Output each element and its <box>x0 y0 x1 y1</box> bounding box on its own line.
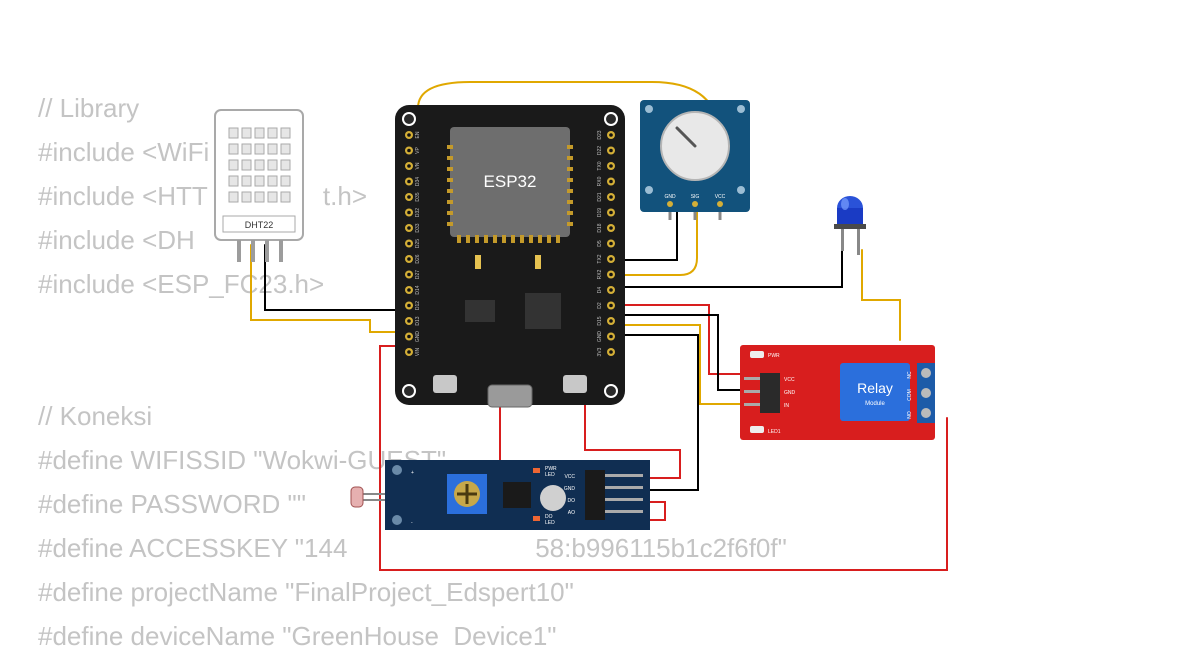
blue-led[interactable] <box>834 196 866 255</box>
svg-text:3V3: 3V3 <box>597 347 603 356</box>
svg-text:D23: D23 <box>597 130 603 139</box>
svg-text:GND: GND <box>597 331 603 343</box>
svg-text:D2: D2 <box>597 302 603 309</box>
svg-text:DHT22: DHT22 <box>245 220 274 230</box>
svg-text:AO: AO <box>568 510 575 516</box>
svg-text:PWR: PWR <box>768 353 780 359</box>
svg-text:NO: NO <box>907 411 913 419</box>
ldr-module[interactable]: +-PWRLEDDOLEDVCCGNDDOAO <box>351 460 650 530</box>
svg-text:VIN: VIN <box>415 347 421 356</box>
svg-text:IN: IN <box>784 403 789 409</box>
svg-text:LED: LED <box>545 472 555 478</box>
svg-text:DO: DO <box>568 498 576 504</box>
svg-text:LED: LED <box>545 520 555 526</box>
svg-text:D13: D13 <box>415 316 421 325</box>
svg-text:RX2: RX2 <box>597 269 603 279</box>
svg-text:GND: GND <box>784 390 796 396</box>
svg-text:D18: D18 <box>597 223 603 232</box>
svg-text:VP: VP <box>415 147 421 154</box>
svg-text:VCC: VCC <box>784 377 795 383</box>
svg-text:GND: GND <box>415 331 421 343</box>
svg-text:D21: D21 <box>597 192 603 201</box>
svg-text:D35: D35 <box>415 192 421 201</box>
svg-text:RX0: RX0 <box>597 176 603 186</box>
svg-text:Relay: Relay <box>857 380 893 396</box>
svg-text:TX2: TX2 <box>597 254 603 263</box>
svg-text:EN: EN <box>415 131 421 138</box>
svg-text:ESP32: ESP32 <box>484 172 537 191</box>
svg-text:D27: D27 <box>415 270 421 279</box>
svg-text:LED1: LED1 <box>768 429 781 435</box>
svg-text:GND: GND <box>564 486 576 492</box>
svg-text:SIG: SIG <box>691 194 700 200</box>
relay-module[interactable]: Relay Module VCC GND IN PWR LED1 NC COM NO <box>740 345 935 440</box>
svg-text:D14: D14 <box>415 285 421 294</box>
svg-text:VN: VN <box>415 162 421 169</box>
esp32-board[interactable]: ESP32 EN VP VN D34 D35 D32 D33 D25 D26 D27 D14 D12 D1… <box>395 105 625 407</box>
svg-text:D5: D5 <box>597 240 603 247</box>
svg-text:D22: D22 <box>597 146 603 155</box>
svg-text:Module: Module <box>865 401 885 407</box>
potentiometer-module[interactable]: GND SIG VCC <box>640 100 750 220</box>
dht22-sensor[interactable]: DHT22 <box>215 110 303 262</box>
svg-text:NC: NC <box>907 371 913 379</box>
svg-text:D12: D12 <box>415 301 421 310</box>
svg-text:D32: D32 <box>415 208 421 217</box>
svg-text:VCC: VCC <box>564 474 575 480</box>
svg-text:D25: D25 <box>415 239 421 248</box>
svg-text:+: + <box>411 470 414 476</box>
circuit-canvas: DHT22 ESP32 EN VP VN D34 D35 D32 D33 D25 D26 D27 D1… <box>0 0 1200 630</box>
svg-text:D4: D4 <box>597 287 603 294</box>
svg-text:GND: GND <box>664 194 676 200</box>
svg-text:TX0: TX0 <box>597 161 603 170</box>
svg-text:VCC: VCC <box>715 194 726 200</box>
svg-text:D19: D19 <box>597 208 603 217</box>
svg-text:D15: D15 <box>597 316 603 325</box>
svg-text:D34: D34 <box>415 177 421 186</box>
svg-text:D33: D33 <box>415 223 421 232</box>
svg-text:D26: D26 <box>415 254 421 263</box>
svg-text:COM: COM <box>907 389 913 401</box>
